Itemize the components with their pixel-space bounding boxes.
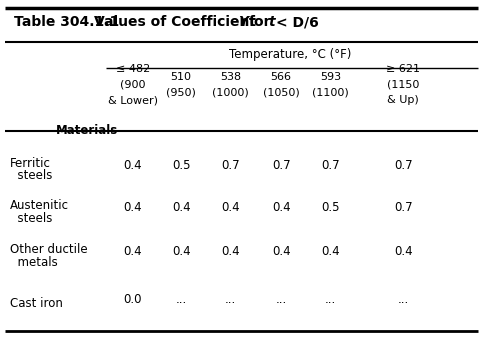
Text: for: for [249,15,271,29]
Text: 0.7: 0.7 [394,159,412,172]
Text: Cast iron: Cast iron [10,297,62,310]
Text: 593: 593 [320,72,341,82]
Text: Materials: Materials [56,124,118,137]
Text: Y: Y [239,15,249,29]
Text: 0.5: 0.5 [322,201,340,214]
Text: 0.4: 0.4 [124,201,142,214]
Text: 0.7: 0.7 [394,201,412,214]
Text: Austenitic: Austenitic [10,199,69,212]
Text: 0.4: 0.4 [272,245,290,258]
Text: Temperature, °C (°F): Temperature, °C (°F) [228,48,351,61]
Text: 0.7: 0.7 [222,159,240,172]
Text: 0.7: 0.7 [272,159,290,172]
Text: 0.4: 0.4 [222,245,240,258]
Text: 0.4: 0.4 [124,159,142,172]
Text: (1050): (1050) [263,87,299,97]
Text: 0.4: 0.4 [172,201,190,214]
Text: Table 304.1.1: Table 304.1.1 [14,15,120,29]
Text: ...: ... [275,293,287,306]
Text: (1000): (1000) [213,87,249,97]
Text: ≥ 621: ≥ 621 [386,64,420,75]
Text: 0.4: 0.4 [322,245,340,258]
Text: 0.7: 0.7 [322,159,340,172]
Text: steels: steels [10,212,52,225]
Text: 0.4: 0.4 [394,245,412,258]
Text: 0.4: 0.4 [172,245,190,258]
Text: steels: steels [10,170,52,182]
Text: 566: 566 [270,72,292,82]
Text: 0.4: 0.4 [272,201,290,214]
Text: Values of Coefficient: Values of Coefficient [94,15,256,29]
Text: 0.5: 0.5 [172,159,190,172]
Text: ...: ... [325,293,337,306]
Text: (1100): (1100) [313,87,349,97]
Text: (1150: (1150 [387,80,420,90]
Text: ...: ... [398,293,409,306]
Text: (900: (900 [120,80,145,90]
Text: 0.4: 0.4 [124,245,142,258]
Text: < D/6: < D/6 [276,15,319,29]
Text: metals: metals [10,256,57,269]
Text: Other ductile: Other ductile [10,243,87,256]
Text: 538: 538 [220,72,242,82]
Text: 510: 510 [170,72,192,82]
Text: ...: ... [175,293,187,306]
Text: 0.0: 0.0 [124,293,142,306]
Text: & Up): & Up) [387,95,419,105]
Text: t: t [268,15,275,29]
Text: ...: ... [225,293,237,306]
Text: 0.4: 0.4 [222,201,240,214]
Text: & Lower): & Lower) [108,95,158,105]
Text: ≤ 482: ≤ 482 [116,64,150,75]
Text: (950): (950) [166,87,196,97]
Text: Ferritic: Ferritic [10,157,51,170]
